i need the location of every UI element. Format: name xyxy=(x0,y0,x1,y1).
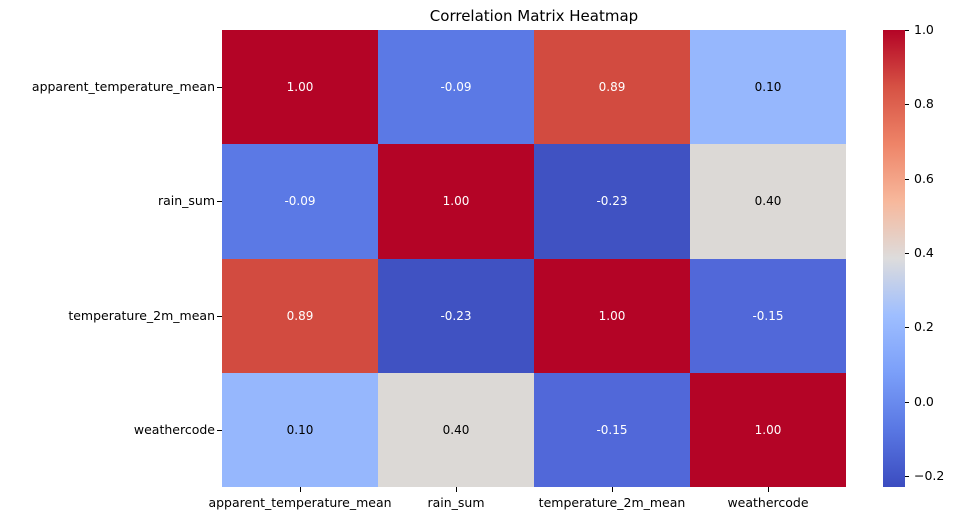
heatmap-cell: 0.10 xyxy=(222,372,378,487)
y-tick-label: weathercode xyxy=(133,421,215,437)
x-tick-label: temperature_2m_mean xyxy=(538,495,686,510)
x-axis-tick xyxy=(612,487,613,492)
heatmap-grid: 1.00 -0.09 0.89 0.10 -0.09 1.00 -0.23 0.40 0.89-… xyxy=(222,30,846,487)
heatmap-cell: 0.89 xyxy=(534,30,690,145)
y-tick-label: rain_sum xyxy=(157,193,215,209)
heatmap-cell: 1.00 xyxy=(222,30,378,145)
colorbar-tick xyxy=(905,475,909,477)
y-axis-tick xyxy=(217,201,222,203)
colorbar-tick xyxy=(905,401,909,403)
x-tick-label: apparent_temperature_mean xyxy=(208,495,392,510)
colorbar-tick xyxy=(905,104,909,106)
colorbar-tick xyxy=(905,327,909,329)
y-axis-tick xyxy=(217,315,222,317)
colorbar-tick xyxy=(905,178,909,180)
chart-title: Correlation Matrix Heatmap xyxy=(429,7,639,25)
heatmap-cell: -0.23 xyxy=(534,144,690,259)
heatmap-cell: 0.89 xyxy=(222,258,378,373)
colorbar-tick xyxy=(905,252,909,254)
colorbar-tick-label: 0.8 xyxy=(914,96,934,112)
x-axis-tick xyxy=(768,487,769,492)
heatmap-cell: 1.00 xyxy=(534,258,690,373)
x-axis-tick xyxy=(456,487,457,492)
y-axis-tick xyxy=(217,429,222,431)
x-axis-tick xyxy=(300,487,301,492)
colorbar-tick xyxy=(905,30,909,31)
x-tick-label: weathercode xyxy=(727,495,809,510)
x-tick-label: rain_sum xyxy=(427,495,485,510)
y-tick-label: apparent_temperature_mean xyxy=(31,79,215,95)
y-axis-tick xyxy=(217,87,222,89)
colorbar-tick-label: 0.6 xyxy=(914,170,934,186)
heatmap-cell: 1.00 xyxy=(378,144,534,259)
colorbar xyxy=(883,30,905,487)
heatmap-cell: 1.00 xyxy=(690,372,846,487)
colorbar-tick-label: −0.2 xyxy=(914,467,945,483)
heatmap-cell: 0.10 xyxy=(690,30,846,145)
y-tick-label: temperature_2m_mean xyxy=(68,307,215,323)
heatmap-cell: -0.15 xyxy=(690,258,846,373)
heatmap-cell: 0.40 xyxy=(378,372,534,487)
colorbar-tick-label: 0.0 xyxy=(914,393,934,409)
heatmap-cell: -0.09 xyxy=(222,144,378,259)
heatmap-cell: 0.40 xyxy=(690,144,846,259)
heatmap-cell: -0.15 xyxy=(534,372,690,487)
heatmap-cell: -0.23 xyxy=(378,258,534,373)
colorbar-tick-label: 1.0 xyxy=(914,22,934,37)
colorbar-tick-label: 0.2 xyxy=(914,319,934,335)
heatmap-cell: -0.09 xyxy=(378,30,534,145)
colorbar-tick-label: 0.4 xyxy=(914,244,934,260)
